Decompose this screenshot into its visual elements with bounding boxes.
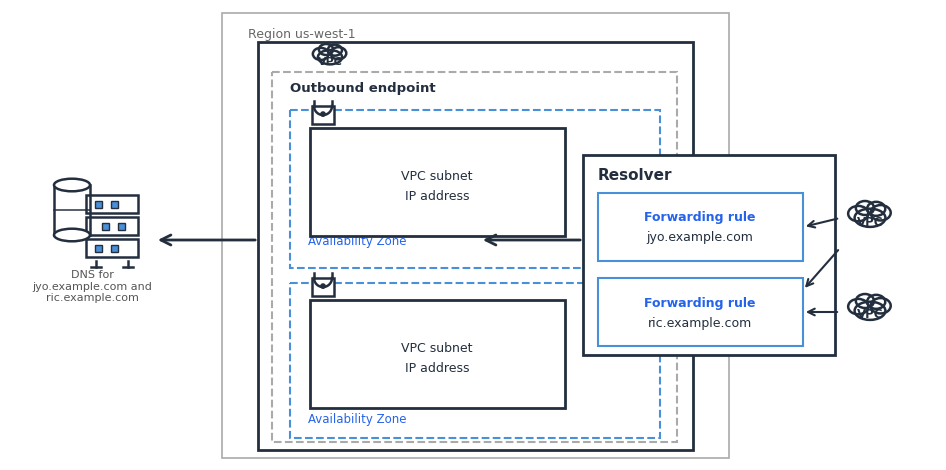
Bar <box>111 244 117 251</box>
Text: Outbound endpoint: Outbound endpoint <box>290 82 435 95</box>
Text: jyo.example.com: jyo.example.com <box>646 232 753 244</box>
Bar <box>598 278 803 346</box>
Bar <box>290 283 660 438</box>
Bar <box>95 201 101 207</box>
Text: Availability Zone: Availability Zone <box>308 235 407 248</box>
Text: ric.example.com: ric.example.com <box>648 316 752 329</box>
Ellipse shape <box>318 50 342 64</box>
Ellipse shape <box>54 229 90 241</box>
Ellipse shape <box>319 44 333 55</box>
Ellipse shape <box>330 47 346 59</box>
Text: Forwarding rule: Forwarding rule <box>644 297 756 310</box>
Text: VPC: VPC <box>857 216 884 228</box>
Bar <box>86 239 138 257</box>
Text: Availability Zone: Availability Zone <box>308 413 407 426</box>
Bar <box>117 222 125 229</box>
Bar <box>312 106 334 124</box>
Ellipse shape <box>854 302 885 320</box>
Bar <box>222 13 729 458</box>
Ellipse shape <box>856 201 874 215</box>
Ellipse shape <box>54 179 90 191</box>
Bar <box>290 110 660 268</box>
Circle shape <box>321 284 325 288</box>
Circle shape <box>321 112 325 116</box>
Ellipse shape <box>849 206 868 221</box>
Ellipse shape <box>313 48 328 60</box>
Ellipse shape <box>870 205 891 220</box>
Text: DNS for
jyo.example.com and
ric.example.com: DNS for jyo.example.com and ric.example.… <box>32 270 152 303</box>
Bar <box>86 217 138 235</box>
Text: Forwarding rule: Forwarding rule <box>644 212 756 225</box>
Ellipse shape <box>854 209 885 227</box>
Text: VPC: VPC <box>857 308 884 321</box>
Text: VPC: VPC <box>318 57 342 67</box>
Text: IP address: IP address <box>405 189 469 203</box>
Ellipse shape <box>867 202 885 216</box>
Text: VPC subnet: VPC subnet <box>401 170 473 182</box>
Text: Resolver: Resolver <box>598 168 673 183</box>
Bar <box>310 128 565 236</box>
Bar <box>111 201 117 207</box>
Ellipse shape <box>856 294 874 308</box>
Text: Region us-west-1: Region us-west-1 <box>248 28 356 41</box>
Text: IP address: IP address <box>405 361 469 375</box>
Bar <box>583 155 835 355</box>
Bar <box>95 244 101 251</box>
Ellipse shape <box>849 299 868 314</box>
Bar <box>86 195 138 213</box>
Bar <box>312 278 334 296</box>
Bar <box>54 185 90 235</box>
Ellipse shape <box>867 295 885 309</box>
Text: VPC subnet: VPC subnet <box>401 342 473 354</box>
Bar <box>101 222 109 229</box>
Bar <box>258 42 693 450</box>
Bar <box>310 300 565 408</box>
Ellipse shape <box>870 298 891 313</box>
Bar <box>272 72 677 442</box>
Ellipse shape <box>327 45 342 55</box>
Bar <box>598 193 803 261</box>
